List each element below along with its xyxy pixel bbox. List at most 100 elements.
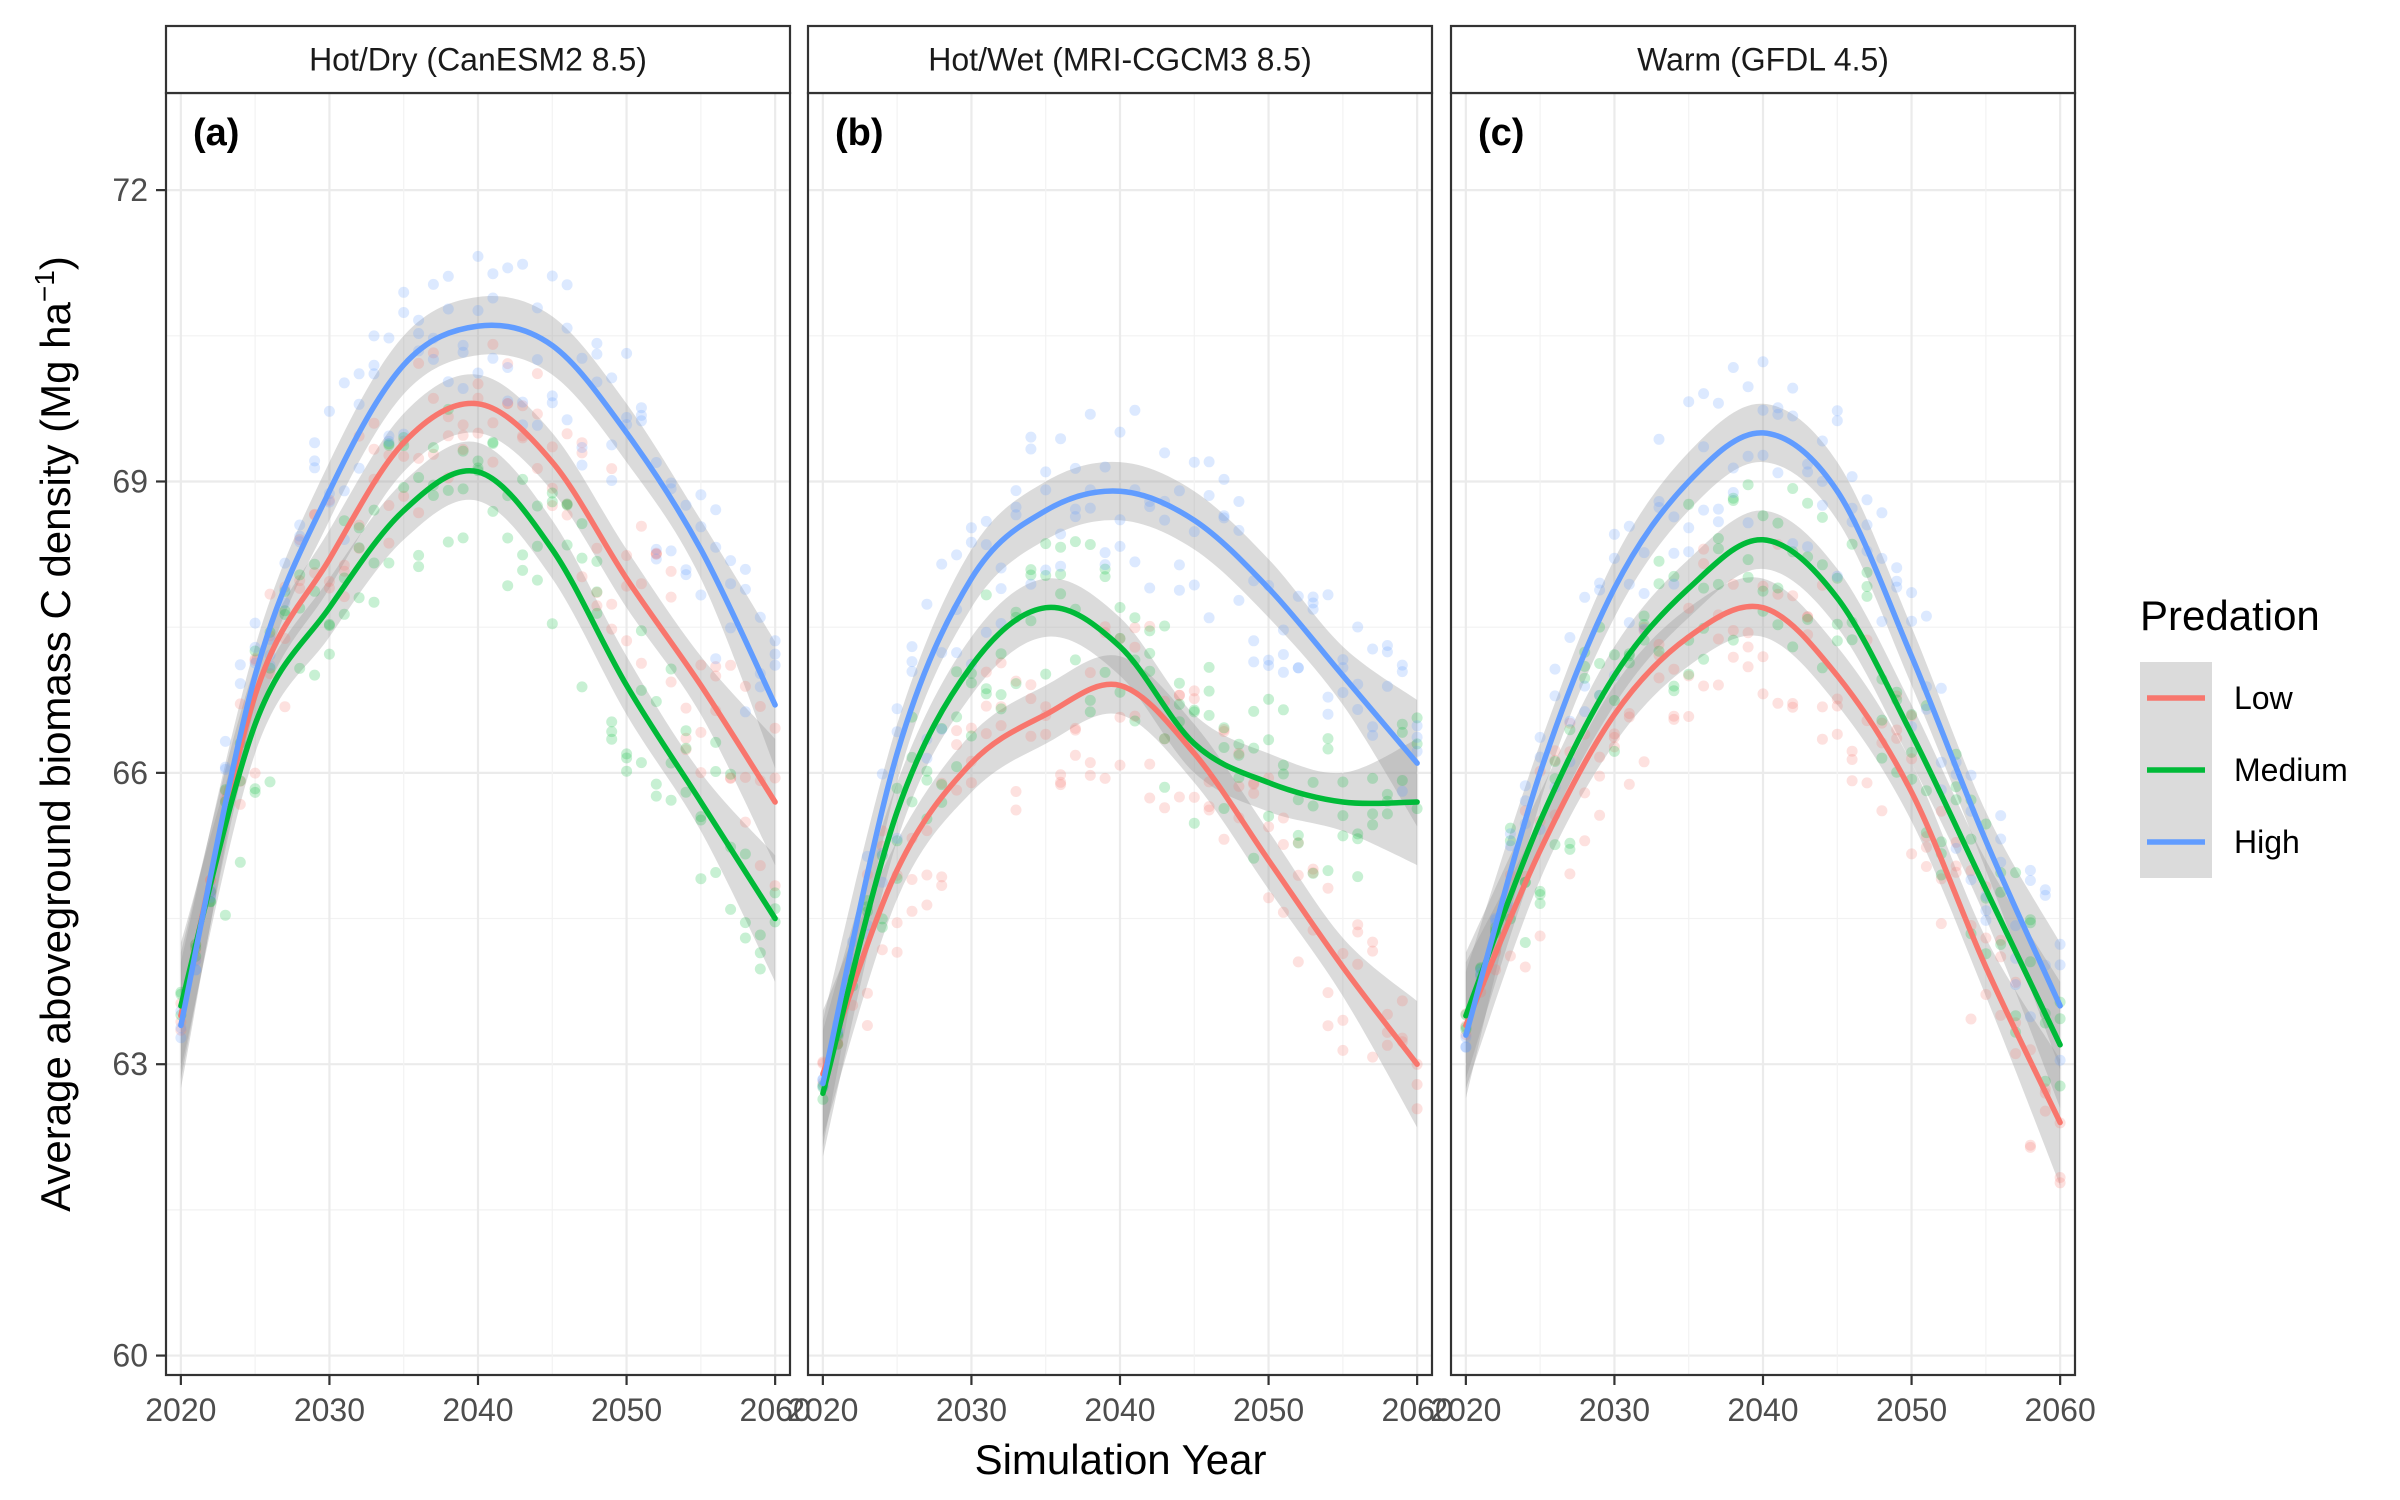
point-high (921, 598, 933, 610)
point-low (1920, 841, 1932, 853)
point-low (965, 777, 977, 789)
point-high (1980, 914, 1992, 926)
point-medium (1980, 818, 1992, 830)
point-high (635, 409, 647, 421)
point-medium (338, 608, 350, 620)
point-low (1055, 779, 1067, 791)
point-medium (1233, 738, 1245, 750)
point-high (383, 332, 395, 344)
point-medium (1099, 571, 1111, 583)
point-medium (1292, 837, 1304, 849)
point-medium (1549, 756, 1561, 767)
point-low (353, 519, 365, 531)
point-low (891, 917, 903, 929)
point-high (1055, 560, 1067, 572)
point-high (980, 626, 992, 638)
point-high (1203, 612, 1215, 624)
point-high (1608, 552, 1620, 564)
point-low (1861, 777, 1873, 789)
point-medium (739, 932, 751, 944)
point-medium (1608, 745, 1620, 757)
point-medium (1712, 533, 1724, 544)
point-low (1549, 754, 1561, 766)
point-high (1594, 584, 1606, 596)
point-high (1129, 556, 1141, 568)
point-medium (353, 592, 365, 604)
point-high (457, 346, 469, 358)
point-high (1683, 546, 1695, 558)
point-medium (817, 1093, 829, 1105)
point-low (1069, 749, 1081, 761)
point-low (951, 739, 963, 751)
point-low (1757, 688, 1769, 700)
point-low (1055, 769, 1067, 781)
point-medium (769, 887, 781, 899)
point-medium (561, 499, 573, 511)
point-medium (951, 711, 963, 723)
point-medium (1218, 742, 1230, 753)
point-low (1084, 667, 1096, 679)
point-high (576, 459, 588, 471)
point-low (680, 732, 692, 744)
point-medium (1263, 734, 1275, 746)
point-low (353, 542, 365, 554)
point-high (323, 405, 335, 417)
point-low (1010, 675, 1022, 687)
point-medium (665, 794, 677, 806)
point-high (680, 564, 692, 576)
point-medium (1579, 672, 1591, 684)
point-high (427, 353, 439, 365)
point-medium (635, 684, 647, 696)
point-low (1099, 772, 1111, 784)
point-low (487, 456, 499, 468)
point-low (1935, 805, 1947, 817)
point-high (219, 761, 231, 773)
point-high (472, 367, 484, 379)
point-low (2024, 1139, 2036, 1151)
point-medium (591, 586, 603, 598)
point-medium (606, 726, 618, 738)
point-high (1534, 731, 1546, 743)
point-low (457, 419, 469, 431)
point-medium (1233, 749, 1245, 761)
point-high (1906, 587, 1918, 599)
point-medium (2010, 1010, 2022, 1022)
point-low (1367, 936, 1379, 948)
point-medium (1352, 833, 1364, 845)
point-low (1831, 728, 1843, 740)
point-low (368, 417, 380, 429)
y-tick-label: 63 (112, 1046, 148, 1082)
point-low (876, 944, 888, 956)
point-low (1683, 602, 1695, 614)
point-low (710, 661, 722, 673)
point-medium (1159, 733, 1171, 745)
point-medium (995, 689, 1007, 701)
point-medium (1367, 819, 1379, 831)
point-low (951, 725, 963, 737)
point-medium (1084, 706, 1096, 718)
point-low (1292, 956, 1304, 968)
confidence-band-high (1465, 403, 2061, 1099)
point-high (1025, 443, 1037, 455)
confidence-bands (1465, 403, 2061, 1186)
point-low (1995, 934, 2007, 946)
point-medium (1173, 698, 1185, 710)
point-low (413, 357, 425, 369)
point-medium (1742, 571, 1754, 583)
point-high (951, 549, 963, 561)
point-low (383, 537, 395, 549)
point-high (487, 292, 499, 304)
point-low (1307, 867, 1319, 879)
point-high (1772, 408, 1784, 420)
point-high (1144, 501, 1156, 513)
point-medium (1727, 492, 1739, 504)
point-high (1787, 410, 1799, 422)
point-high (1218, 510, 1230, 522)
point-high (906, 666, 918, 677)
point-high (1638, 547, 1650, 559)
point-medium (576, 518, 588, 530)
point-high (1995, 833, 2007, 845)
point-low (517, 400, 529, 412)
point-medium (1802, 497, 1814, 509)
point-medium (1564, 843, 1576, 855)
